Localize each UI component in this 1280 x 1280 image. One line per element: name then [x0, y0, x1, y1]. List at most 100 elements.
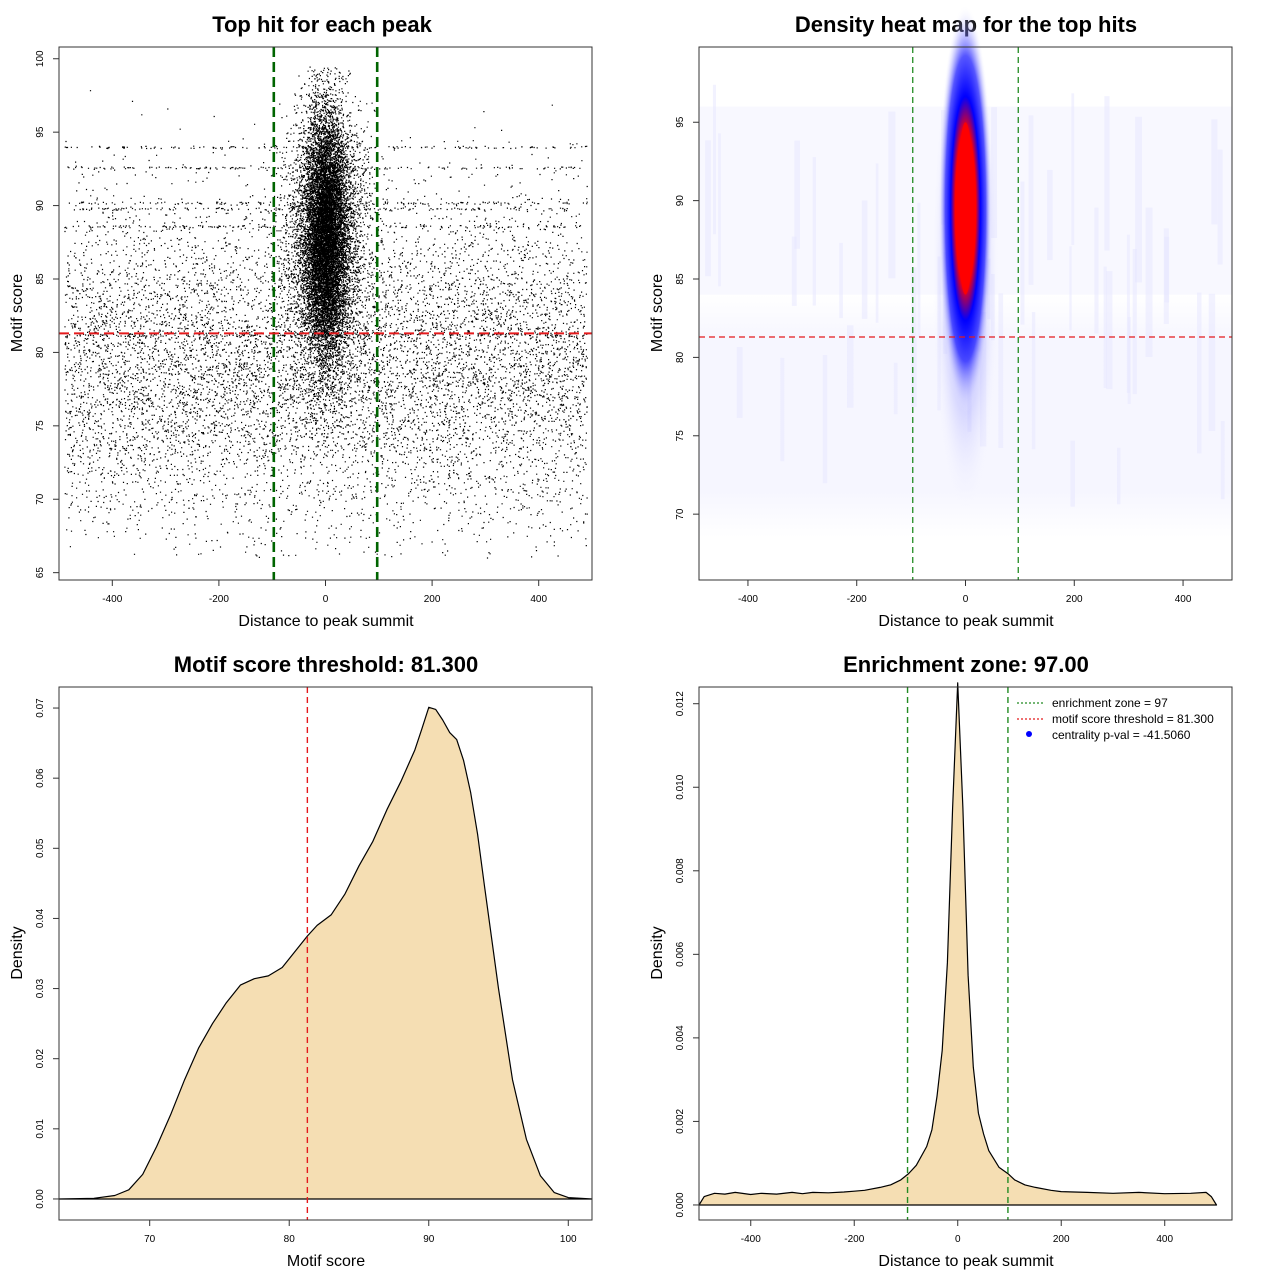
score-density-xticks: 70 80 90 100 — [144, 1220, 577, 1245]
distance-density-panel: Enrichment zone: 97.00 -400 -200 0 200 400 0… — [649, 652, 1233, 1270]
heatmap-streak — [780, 357, 785, 462]
distance-density-plot-frame — [698, 686, 1233, 1221]
score-density-curve — [58, 706, 593, 1200]
legend-threshold-label: motif score threshold = 81.300 — [1052, 712, 1214, 726]
heatmap-streak — [1127, 317, 1131, 404]
distance-density-ytick-label: 0.008 — [675, 858, 686, 883]
distance-density-ytick-label: 0.000 — [675, 1192, 686, 1217]
score-density-ytick-label: 0.04 — [35, 908, 46, 928]
heatmap-streak — [1217, 149, 1223, 265]
score-density-ytick-label: 0.07 — [35, 698, 46, 718]
heatmap-lines — [699, 47, 1232, 580]
heatmap-yticks: 70 75 80 85 90 95 — [675, 116, 699, 520]
distance-density-xtick-label: 200 — [1053, 1234, 1070, 1245]
scatter-yticks: 65 70 75 80 85 90 95 100 — [35, 50, 59, 578]
heatmap-streak — [1211, 119, 1218, 225]
heatmap-streak — [712, 84, 716, 235]
heatmap-streak — [1047, 169, 1053, 261]
scatter-points — [64, 66, 588, 559]
heatmap-streak — [1106, 271, 1113, 390]
heatmap-streak — [893, 362, 898, 415]
scatter-xticks: -400 -200 0 200 400 — [102, 580, 547, 605]
scatter-ytick-label: 95 — [35, 126, 46, 138]
heatmap-core — [957, 122, 974, 295]
legend-pval-dot — [1026, 731, 1032, 737]
heatmap-streak — [1197, 292, 1202, 454]
distance-density-xtick-label: 400 — [1156, 1234, 1173, 1245]
heatmap-streak — [875, 163, 879, 323]
heatmap-xtick-label: -200 — [847, 594, 867, 605]
score-density-title: Motif score threshold: 81.300 — [174, 652, 478, 677]
heatmap-streak — [1163, 228, 1169, 324]
heatmap-streak — [917, 202, 921, 338]
score-density-panel: Motif score threshold: 81.300 70 80 90 100 … — [9, 652, 593, 1270]
heatmap-streak — [1069, 246, 1072, 331]
distance-density-ytick-label: 0.012 — [675, 691, 686, 716]
heatmap-streak — [1031, 312, 1036, 450]
heatmap-xlabel: Distance to peak summit — [878, 613, 1054, 630]
heatmap-ytick-label: 90 — [675, 195, 686, 207]
heatmap-density — [699, 4, 1232, 538]
heatmap-streak — [888, 111, 896, 279]
score-density-xtick-label: 100 — [560, 1234, 577, 1245]
score-density-ytick-label: 0.06 — [35, 768, 46, 788]
distance-density-ylabel: Density — [649, 926, 666, 979]
scatter-points-path — [64, 66, 588, 559]
heatmap-streak — [839, 242, 843, 319]
heatmap-streak — [1104, 96, 1110, 251]
heatmap-streak — [1117, 447, 1121, 505]
distance-density-legend: enrichment zone = 97 motif score thresho… — [1017, 696, 1214, 742]
scatter-xlabel: Distance to peak summit — [238, 613, 414, 630]
score-density-xlabel: Motif score — [287, 1253, 365, 1270]
heatmap-streak — [861, 200, 868, 319]
score-density-ytick-label: 0.00 — [35, 1189, 46, 1209]
heatmap-ylabel: Motif score — [649, 274, 666, 352]
scatter-lines — [59, 47, 592, 580]
distance-density-ytick-label: 0.006 — [675, 941, 686, 966]
score-density-ytick-label: 0.01 — [35, 1119, 46, 1139]
heatmap-streak — [1135, 116, 1142, 283]
distance-density-xtick-label: -400 — [741, 1234, 761, 1245]
distance-density-ytick-label: 0.010 — [675, 774, 686, 799]
scatter-ytick-label: 75 — [35, 420, 46, 432]
heatmap-streak — [1103, 266, 1107, 388]
scatter-ytick-label: 65 — [35, 567, 46, 579]
distance-density-yticks: 0.000 0.002 0.004 0.006 0.008 0.010 0.012 — [675, 691, 699, 1217]
heatmap-xtick-label: -400 — [738, 594, 758, 605]
heatmap-streak — [1220, 421, 1225, 500]
heatmap-ytick-label: 85 — [675, 273, 686, 285]
scatter-ytick-label: 100 — [35, 50, 46, 67]
heatmap-streak — [1071, 93, 1075, 246]
distance-density-title: Enrichment zone: 97.00 — [843, 652, 1089, 677]
heatmap-xtick-label: 0 — [963, 594, 969, 605]
scatter-ytick-label: 70 — [35, 493, 46, 505]
distance-density-lines — [906, 687, 1009, 1220]
scatter-xtick-label: 0 — [323, 594, 329, 605]
heatmap-ytick-label: 75 — [675, 430, 686, 442]
heatmap-streak — [1028, 115, 1034, 285]
heatmap-streak — [1094, 207, 1099, 334]
heatmap-streak — [1020, 181, 1025, 325]
scatter-xtick-label: 400 — [530, 594, 547, 605]
distance-density-xtick-label: -200 — [844, 1234, 864, 1245]
score-density-ytick-label: 0.02 — [35, 1049, 46, 1069]
heatmap-ytick-label: 95 — [675, 116, 686, 128]
heatmap-streak — [1126, 234, 1130, 393]
heatmap-streak — [847, 325, 854, 408]
score-density-ytick-label: 0.05 — [35, 838, 46, 858]
distance-density-xlabel: Distance to peak summit — [878, 1253, 1054, 1270]
heatmap-streak — [718, 133, 721, 287]
scatter-title: Top hit for each peak — [212, 12, 432, 37]
heatmap-streak — [794, 140, 801, 249]
legend-enrichment-label: enrichment zone = 97 — [1052, 696, 1168, 710]
heatmap-plot-frame — [698, 46, 1233, 581]
score-density-xtick-label: 80 — [284, 1234, 296, 1245]
heatmap-streak — [1145, 207, 1153, 357]
scatter-ytick-label: 85 — [35, 273, 46, 285]
heatmap-xticks: -400 -200 0 200 400 — [738, 580, 1192, 605]
distance-density-ytick-label: 0.002 — [675, 1108, 686, 1133]
distance-density-ytick-label: 0.004 — [675, 1025, 686, 1050]
score-density-area — [58, 706, 593, 1200]
score-density-xtick-label: 90 — [423, 1234, 435, 1245]
